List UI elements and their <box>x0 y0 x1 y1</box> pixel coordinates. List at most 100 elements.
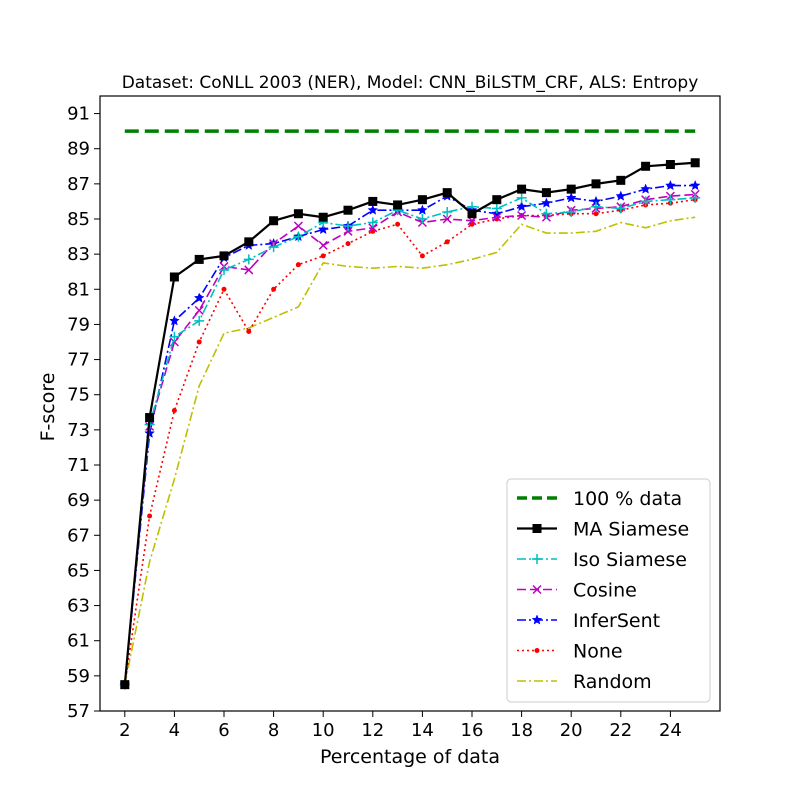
data-point-ma-siamese <box>467 209 477 219</box>
x-tick-label: 20 <box>560 720 583 741</box>
data-point-ma-siamese <box>368 196 378 206</box>
data-point-iso-siamese <box>268 242 279 253</box>
data-point-ma-siamese <box>690 158 700 168</box>
data-point-ma-siamese <box>417 195 427 205</box>
data-point-cosine <box>442 214 452 224</box>
legend-label-infersent: InferSent <box>573 610 660 632</box>
data-point-cosine <box>293 221 303 231</box>
y-tick-label: 85 <box>67 209 90 230</box>
legend: 100 % data MA Siamese Iso Siamese Cosine Inf… <box>506 478 711 703</box>
x-tick-label: 16 <box>461 720 484 741</box>
data-point-cosine <box>368 223 378 233</box>
data-point-ma-siamese <box>194 254 204 264</box>
data-point-none <box>593 211 599 217</box>
data-point-ma-siamese <box>541 188 551 198</box>
data-point-iso-siamese <box>219 264 229 275</box>
y-tick-label: 71 <box>67 455 90 476</box>
data-point-iso-siamese <box>665 194 676 205</box>
data-point-infersent <box>417 204 428 215</box>
data-point-none <box>320 253 326 259</box>
series-ma-siamese <box>120 158 700 690</box>
x-tick-label: 6 <box>218 720 229 741</box>
data-point-iso-siamese <box>591 201 601 212</box>
data-point-ma-siamese <box>591 179 601 189</box>
data-point-iso-siamese <box>243 254 254 265</box>
series-line-random <box>124 216 696 685</box>
x-tick-label: 18 <box>510 720 533 741</box>
y-tick-label: 73 <box>67 420 90 441</box>
y-tick-label: 59 <box>67 666 90 687</box>
data-point-iso-siamese <box>343 221 353 232</box>
data-point-ma-siamese <box>169 272 179 282</box>
data-point-none <box>271 286 277 292</box>
data-point-infersent <box>317 223 329 235</box>
data-point-ma-siamese <box>492 195 502 205</box>
plot-area: 2 4 6 8 10 12 14 16 18 20 22 2457596163656769717375… <box>67 95 721 741</box>
data-point-ma-siamese <box>293 209 303 219</box>
x-tick-label: 14 <box>411 720 434 741</box>
data-point-none <box>246 328 252 334</box>
data-point-ma-siamese <box>566 184 576 194</box>
data-point-infersent <box>665 179 676 191</box>
y-tick-label: 69 <box>67 490 90 511</box>
legend-label-random: Random <box>573 671 652 693</box>
data-point-ma-siamese <box>120 680 130 690</box>
data-point-cosine <box>244 265 254 275</box>
plot-frame <box>99 95 721 712</box>
data-point-cosine <box>318 240 328 250</box>
data-point-infersent <box>541 197 552 208</box>
data-point-ma-siamese <box>665 160 675 170</box>
x-tick-label: 4 <box>169 720 180 741</box>
x-axis-label: Percentage of data <box>320 746 500 768</box>
legend-marker-ma-siamese <box>532 524 542 533</box>
x-tick-label: 22 <box>609 720 632 741</box>
data-point-iso-siamese <box>293 231 304 242</box>
data-point-ma-siamese <box>343 205 353 215</box>
data-point-ma-siamese <box>269 216 279 226</box>
data-point-none <box>345 241 351 247</box>
data-point-none <box>395 221 401 227</box>
x-tick-label: 12 <box>361 720 384 741</box>
data-point-ma-siamese <box>244 237 254 247</box>
x-tick-label: 10 <box>312 720 335 741</box>
data-point-cosine <box>194 305 204 315</box>
y-tick-label: 91 <box>67 104 90 125</box>
y-tick-label: 77 <box>67 350 90 371</box>
y-tick-label: 81 <box>67 279 90 300</box>
series-line-none <box>124 198 696 685</box>
x-tick-label: 24 <box>659 720 682 741</box>
data-point-ma-siamese <box>517 184 527 194</box>
data-point-infersent <box>367 204 379 215</box>
data-point-iso-siamese <box>640 196 651 207</box>
data-point-none <box>171 408 177 414</box>
series-random <box>124 216 696 685</box>
data-point-iso-siamese <box>169 331 180 342</box>
data-point-none <box>221 286 227 292</box>
y-tick-label: 79 <box>67 314 90 335</box>
legend-box <box>506 478 711 703</box>
x-tick-label: 8 <box>268 720 279 741</box>
y-tick-label: 57 <box>67 701 90 722</box>
data-point-cosine <box>517 210 527 221</box>
data-point-none <box>147 513 153 519</box>
data-point-infersent <box>565 192 577 203</box>
y-tick-label: 67 <box>67 525 90 546</box>
data-point-none <box>196 339 202 345</box>
y-tick-label: 83 <box>67 244 90 265</box>
data-point-none <box>444 239 450 245</box>
data-point-iso-siamese <box>491 203 502 214</box>
data-point-iso-siamese <box>690 192 701 203</box>
data-point-none <box>419 253 425 259</box>
legend-marker-iso-siamese <box>532 554 542 564</box>
y-tick-label: 89 <box>67 139 90 160</box>
y-tick-label: 61 <box>67 631 90 652</box>
data-point-none <box>295 262 301 268</box>
data-point-cosine <box>492 212 502 222</box>
legend-label-ma-siamese: MA Siamese <box>573 519 689 541</box>
data-point-ma-siamese <box>641 161 651 171</box>
data-point-ma-siamese <box>145 413 155 423</box>
x-tick-label: 2 <box>119 720 130 741</box>
data-point-cosine <box>343 226 353 236</box>
data-point-iso-siamese <box>442 206 453 217</box>
